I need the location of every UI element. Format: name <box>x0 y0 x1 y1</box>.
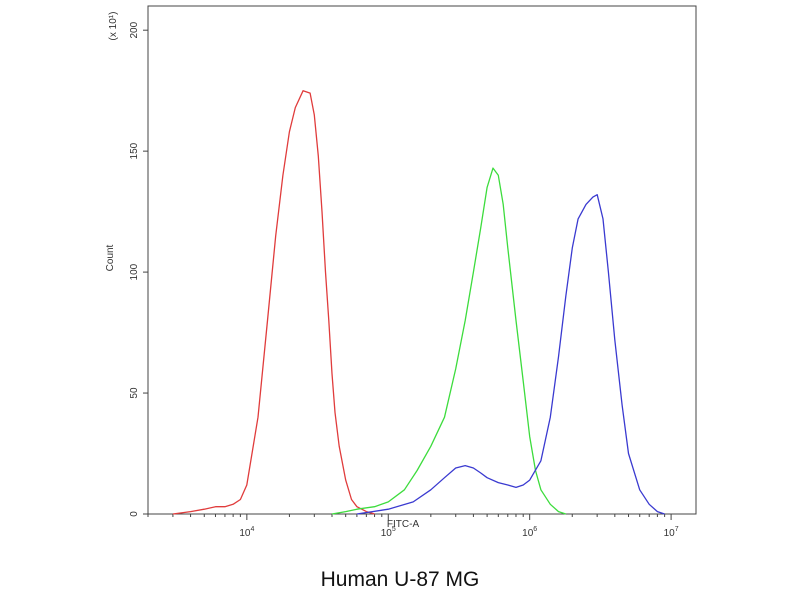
x-tick-label: 107 <box>664 526 679 539</box>
x-tick-base: 10 <box>239 528 251 539</box>
x-tick-exponent: 4 <box>250 526 254 533</box>
x-axis-label: FITC-A <box>387 519 420 530</box>
histogram-series-line-2 <box>331 167 567 515</box>
x-tick-base: 10 <box>522 528 534 539</box>
x-tick-base: 10 <box>381 528 393 539</box>
x-tick-label: 105 <box>381 526 396 539</box>
histogram-series-line-1 <box>172 90 375 515</box>
histogram-series-line-3 <box>356 194 665 515</box>
y-axis: 0 50 100 150 200 <box>129 21 148 517</box>
x-axis: 104 105 106 107 <box>147 513 696 539</box>
y-tick-label: 200 <box>129 21 140 38</box>
y-axis-label: Count <box>105 244 116 271</box>
y-tick-label: 0 <box>129 511 140 517</box>
x-tick-base: 10 <box>664 528 676 539</box>
plot-frame <box>147 5 697 515</box>
y-axis-multiplier: (x 10¹) <box>108 12 119 41</box>
x-tick-exponent: 5 <box>392 526 396 533</box>
figure-caption: Human U-87 MG <box>320 568 480 591</box>
x-tick-exponent: 7 <box>675 526 679 533</box>
x-tick-label: 106 <box>522 526 537 539</box>
x-tick-exponent: 6 <box>533 526 537 533</box>
y-tick-label: 100 <box>129 263 140 280</box>
y-tick-label: 150 <box>129 142 140 159</box>
y-tick-label: 50 <box>129 387 140 399</box>
x-tick-label: 104 <box>239 526 254 539</box>
series-layer <box>172 90 665 515</box>
